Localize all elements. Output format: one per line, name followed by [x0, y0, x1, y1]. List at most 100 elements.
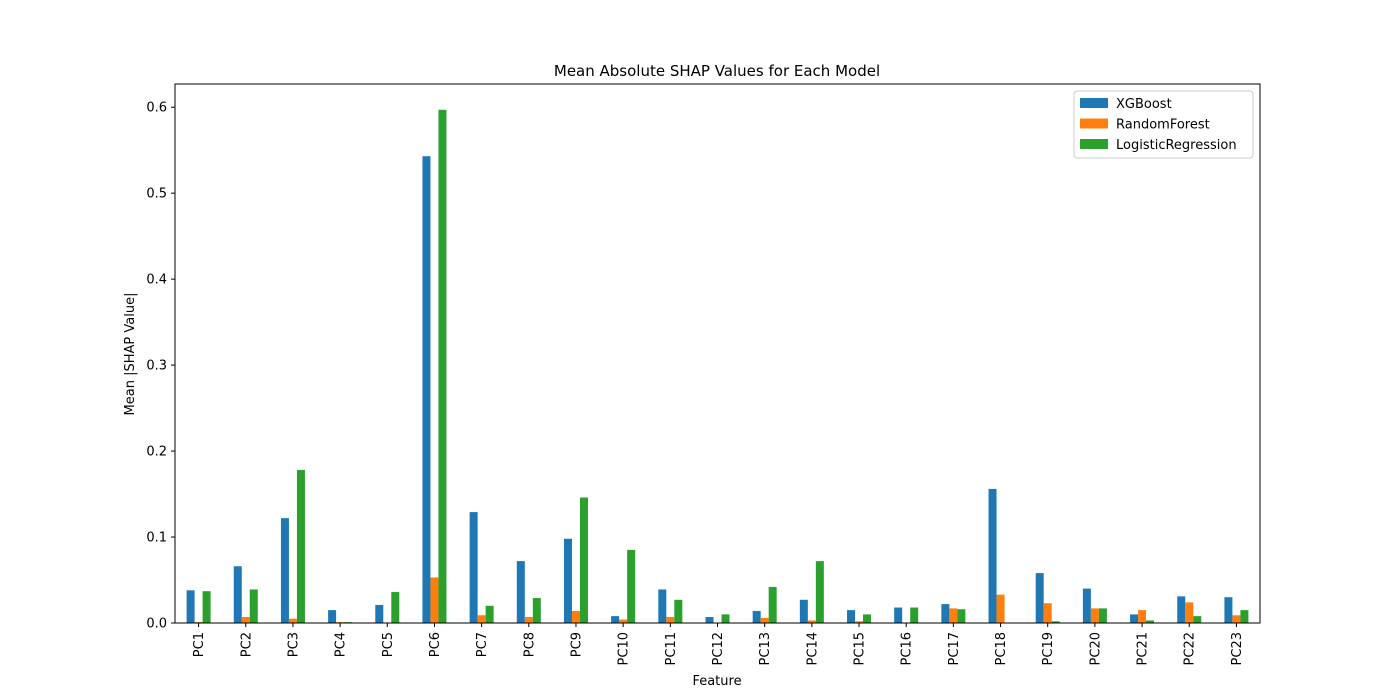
bar-XGBoost-PC19 [1035, 573, 1044, 623]
bar-XGBoost-PC11 [658, 589, 667, 623]
bar-XGBoost-PC9 [563, 538, 572, 623]
bar-LogisticRegression-PC13 [768, 586, 777, 623]
x-tick-label: PC19 [1041, 632, 1056, 665]
x-tick-label: PC5 [381, 632, 396, 657]
x-tick-label: PC18 [994, 632, 1009, 665]
bar-LogisticRegression-PC14 [815, 561, 824, 623]
legend-swatch-XGBoost [1080, 98, 1108, 108]
x-tick-label: PC13 [758, 632, 773, 665]
bar-RandomForest-PC17 [949, 608, 958, 623]
bar-XGBoost-PC10 [611, 616, 620, 623]
bar-LogisticRegression-PC10 [627, 549, 636, 623]
y-tick-label: 0.3 [146, 359, 167, 374]
x-tick-label: PC2 [239, 632, 254, 657]
bar-RandomForest-PC14 [807, 620, 816, 623]
bar-LogisticRegression-PC8 [532, 598, 541, 623]
bar-XGBoost-PC14 [799, 599, 808, 623]
bar-RandomForest-PC23 [1232, 615, 1241, 623]
bar-RandomForest-PC11 [666, 616, 675, 623]
x-tick-label: PC15 [853, 632, 868, 665]
bar-XGBoost-PC8 [516, 561, 525, 623]
bar-LogisticRegression-PC11 [674, 599, 683, 623]
x-tick-label: PC17 [947, 632, 962, 665]
bar-RandomForest-PC18 [996, 594, 1005, 623]
legend-swatch-RandomForest [1080, 118, 1108, 129]
x-tick-label: PC10 [617, 632, 632, 665]
bar-RandomForest-PC3 [288, 618, 297, 623]
bar-LogisticRegression-PC22 [1193, 616, 1202, 623]
bar-LogisticRegression-PC2 [249, 589, 258, 623]
bar-LogisticRegression-PC1 [202, 591, 211, 623]
bar-RandomForest-PC13 [760, 617, 769, 623]
axes-layer: 0.0 0.1 0.2 0.3 0.4 0.5 0.6 PC1 PC2 PC3 PC4 PC5 PC6 P… [146, 83, 1261, 665]
bar-RandomForest-PC22 [1185, 602, 1194, 623]
x-tick-label: PC12 [711, 632, 726, 665]
bar-RandomForest-PC10 [619, 619, 628, 623]
legend-label-RandomForest: RandomForest [1116, 118, 1210, 133]
bar-XGBoost-PC5 [375, 604, 384, 623]
y-axis-label: Mean |SHAP Value| [123, 293, 138, 416]
x-tick-label: PC3 [286, 632, 301, 657]
x-tick-label: PC14 [805, 632, 820, 665]
bar-LogisticRegression-PC5 [391, 592, 400, 623]
bar-XGBoost-PC22 [1177, 596, 1186, 623]
bar-LogisticRegression-PC9 [579, 497, 588, 623]
bar-XGBoost-PC1 [186, 590, 195, 623]
bar-LogisticRegression-PC12 [721, 614, 730, 623]
bar-LogisticRegression-PC20 [1098, 608, 1107, 623]
chart-title: Mean Absolute SHAP Values for Each Model [554, 62, 880, 80]
bar-LogisticRegression-PC3 [296, 469, 305, 623]
bar-RandomForest-PC20 [1090, 608, 1099, 623]
bar-LogisticRegression-PC17 [957, 609, 966, 623]
x-tick-label: PC9 [569, 632, 584, 657]
bar-XGBoost-PC20 [1082, 588, 1091, 623]
legend: XGBoost RandomForest LogisticRegression [1073, 90, 1254, 159]
legend-label-LogisticRegression: LogisticRegression [1116, 138, 1237, 153]
bars-layer [186, 109, 1249, 624]
bar-XGBoost-PC17 [941, 604, 950, 623]
legend-box [1073, 90, 1254, 159]
x-axis-label: Feature [692, 674, 741, 689]
x-tick-label: PC8 [522, 632, 537, 657]
bar-RandomForest-PC19 [1043, 603, 1052, 623]
bar-XGBoost-PC12 [705, 616, 714, 623]
y-tick-label: 0.4 [146, 273, 167, 288]
x-tick-label: PC4 [334, 632, 349, 657]
bar-XGBoost-PC13 [752, 610, 761, 623]
bar-LogisticRegression-PC23 [1240, 610, 1249, 623]
bar-LogisticRegression-PC15 [863, 614, 872, 623]
bar-RandomForest-PC8 [524, 616, 533, 623]
x-tick-label: PC1 [192, 632, 207, 657]
x-tick-label: PC20 [1088, 632, 1103, 665]
x-tick-label: PC23 [1230, 632, 1245, 665]
bar-RandomForest-PC7 [477, 615, 486, 623]
bar-XGBoost-PC23 [1224, 597, 1233, 623]
y-tick-label: 0.1 [146, 531, 167, 546]
bar-LogisticRegression-PC21 [1146, 620, 1155, 623]
bar-RandomForest-PC2 [241, 616, 250, 623]
bar-RandomForest-PC6 [430, 577, 439, 623]
bar-XGBoost-PC6 [422, 156, 431, 624]
x-tick-label: PC21 [1136, 632, 1151, 665]
bar-XGBoost-PC4 [328, 610, 337, 623]
x-tick-label: PC11 [664, 632, 679, 665]
legend-label-XGBoost: XGBoost [1116, 97, 1172, 112]
bar-XGBoost-PC7 [469, 512, 478, 623]
bar-XGBoost-PC3 [280, 518, 289, 623]
bar-LogisticRegression-PC19 [1051, 621, 1060, 623]
plot-frame [174, 83, 1261, 624]
bar-RandomForest-PC9 [571, 610, 580, 623]
x-tick-label: PC16 [900, 632, 915, 665]
x-tick-label: PC6 [428, 632, 443, 657]
x-tick-label: PC22 [1183, 632, 1198, 665]
bar-XGBoost-PC2 [233, 566, 242, 623]
bar-XGBoost-PC15 [847, 610, 856, 623]
bar-LogisticRegression-PC6 [438, 109, 447, 623]
bar-XGBoost-PC21 [1130, 614, 1139, 623]
y-tick-label: 0.0 [146, 617, 167, 632]
bar-LogisticRegression-PC16 [910, 607, 919, 623]
y-tick-label: 0.5 [146, 187, 167, 202]
bar-RandomForest-PC15 [855, 621, 864, 623]
x-tick-label: PC7 [475, 632, 490, 657]
